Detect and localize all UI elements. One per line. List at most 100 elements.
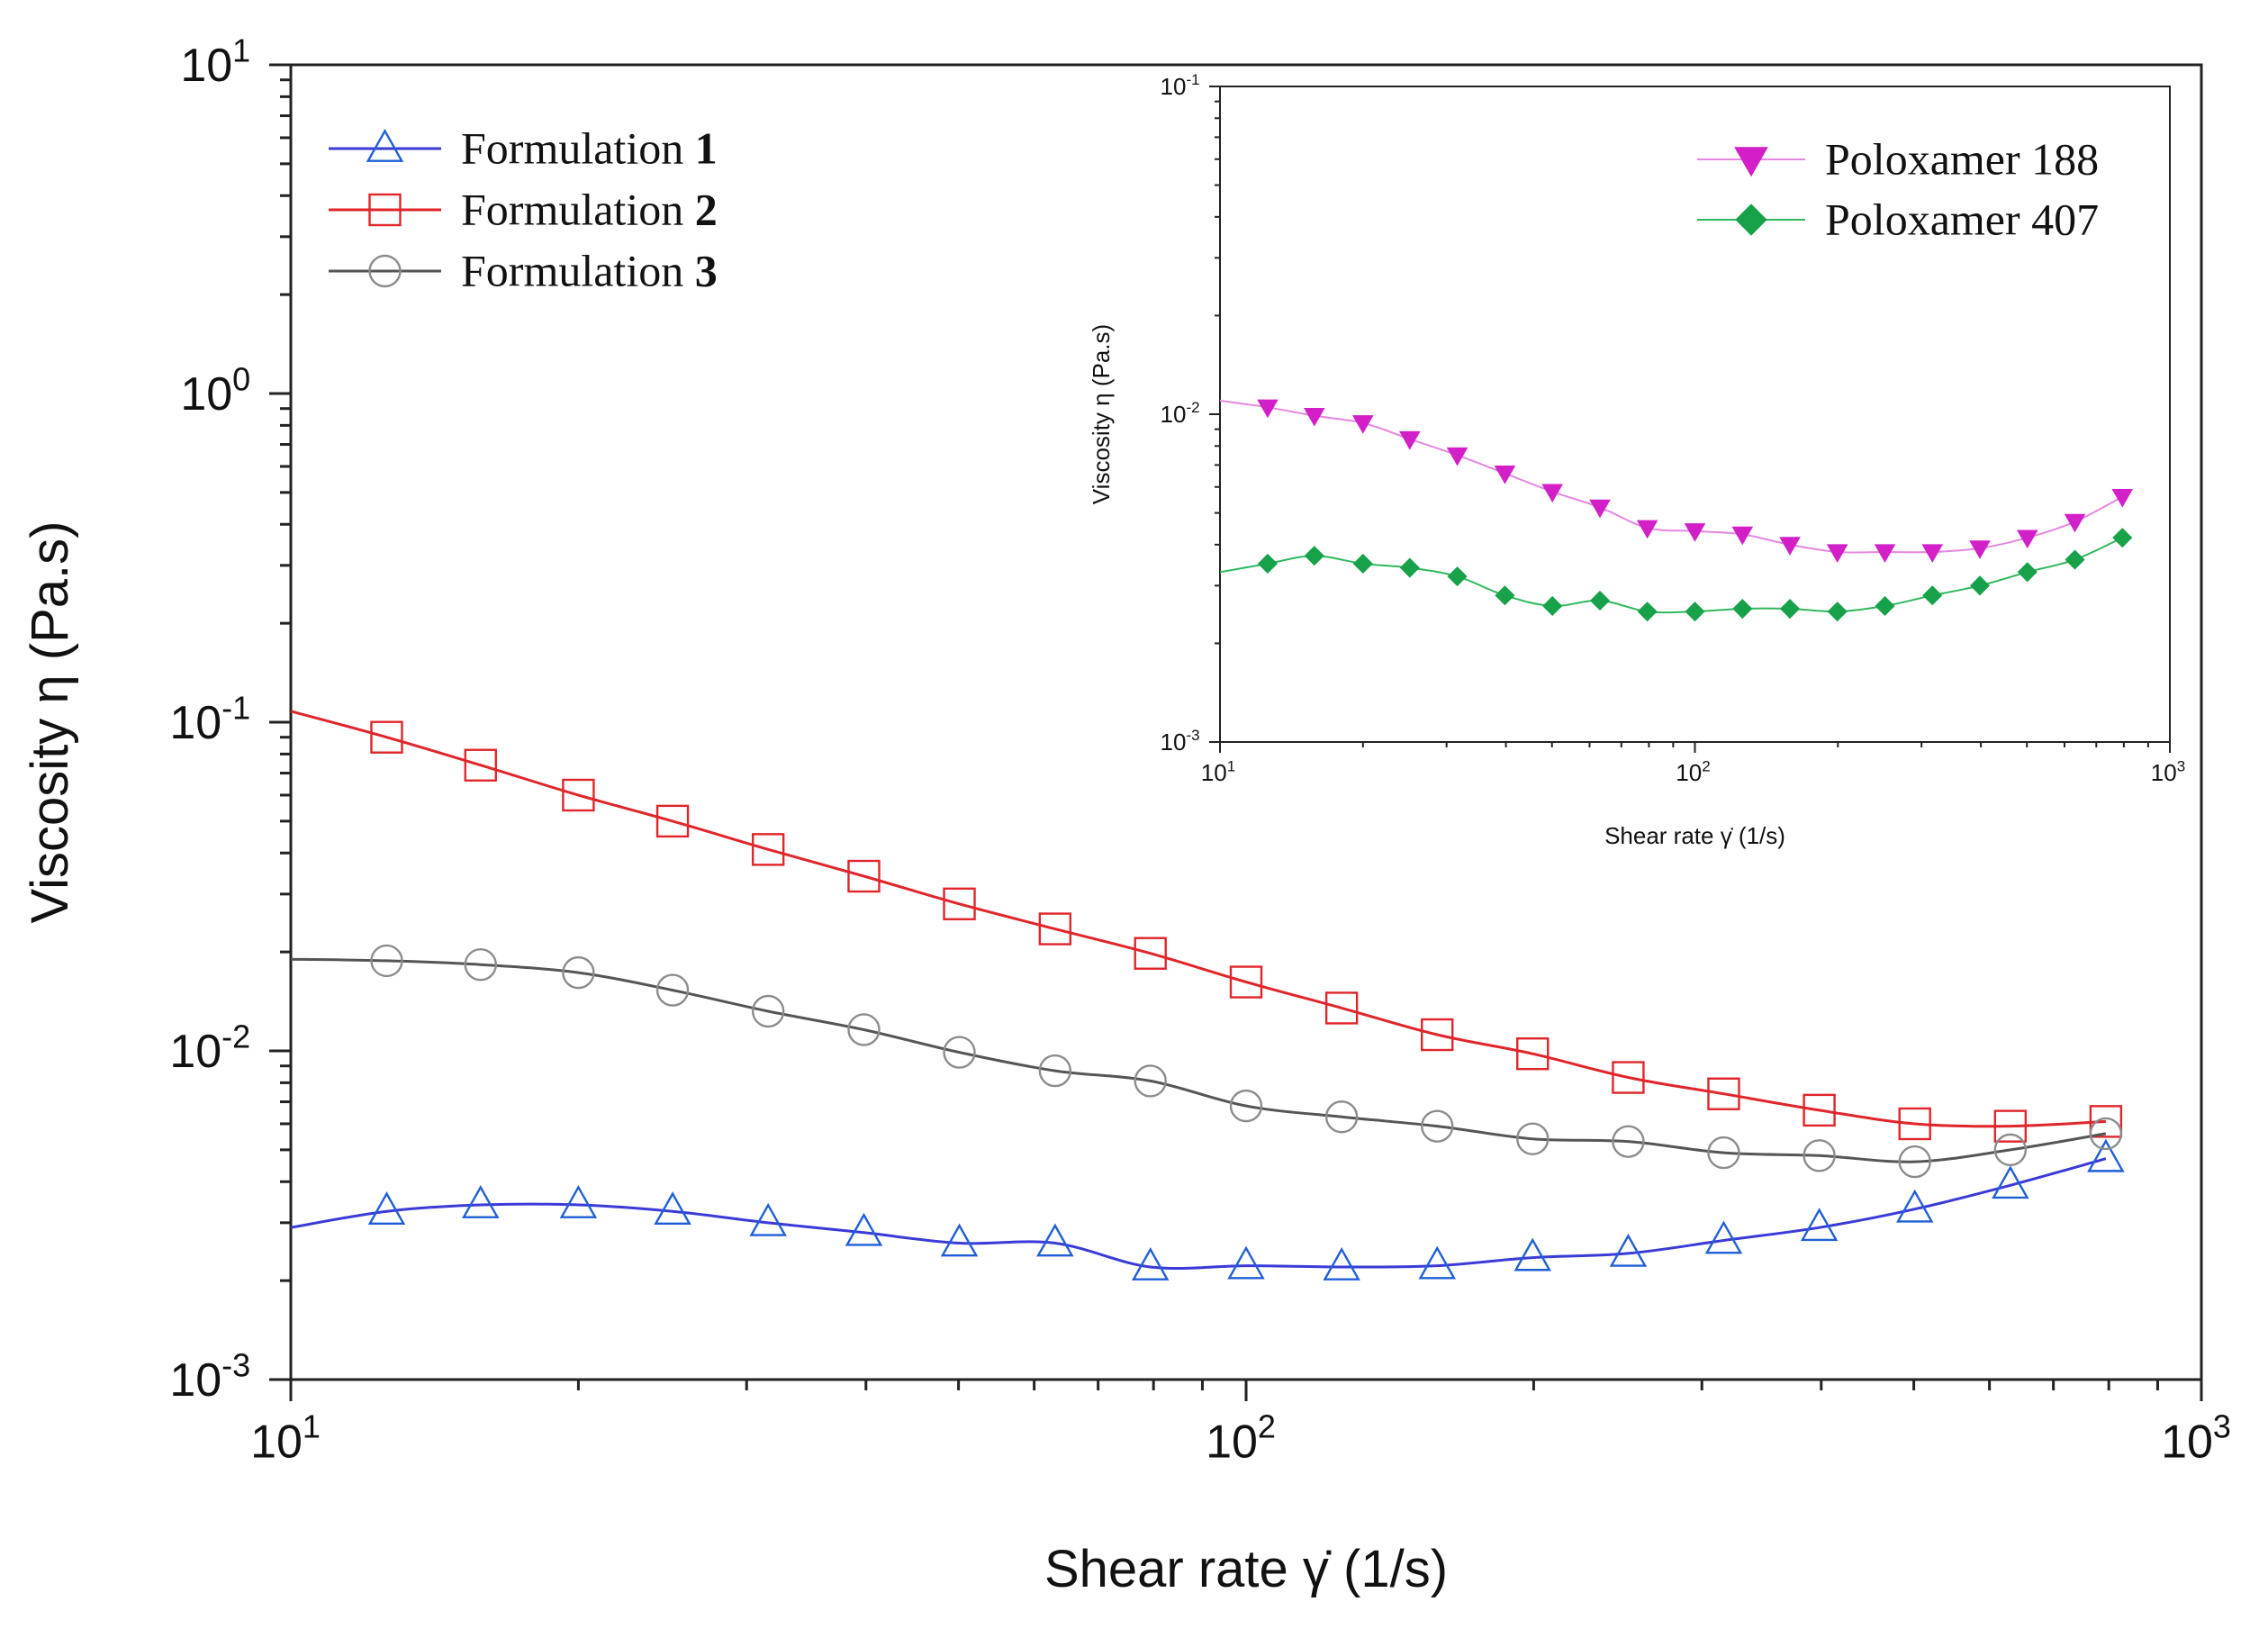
inset-data-point (1922, 585, 1943, 606)
main-legend-marker (368, 254, 402, 288)
main-data-point (1134, 937, 1167, 970)
main-data-point (562, 778, 595, 812)
main-data-point (1421, 1109, 1454, 1143)
main-series-line (290, 957, 2107, 1163)
inset-data-point (1447, 566, 1468, 587)
main-data-point (847, 859, 881, 893)
main-data-point (1323, 1247, 1360, 1281)
main-data-point (940, 1223, 979, 1257)
inset-x-tick-label: 102 (1676, 757, 1710, 786)
main-data-point (1229, 965, 1263, 999)
inset-data-point (1921, 544, 1944, 563)
main-data-point (1704, 1220, 1743, 1254)
main-legend-item: Formulation 2 (329, 185, 718, 235)
inset-data-point (1779, 537, 1801, 556)
main-series-line (290, 710, 2106, 1128)
main-data-point (1803, 1093, 1836, 1127)
main-series-2 (290, 710, 2123, 1143)
chart-inset: 101 102 103 10-3 10-2 10-1 Shear rate γ̇ (1/s)… (1088, 71, 2185, 849)
main-data-point (1227, 1245, 1265, 1280)
main-data-point (654, 1191, 691, 1226)
inset-y-axis-label: Viscosity η (Pa.s) (1088, 324, 1115, 504)
inset-data-point (1827, 602, 1848, 622)
inset-x-tick-label: 103 (2151, 757, 2185, 786)
main-y-axis-label: Viscosity η (Pa.s) (21, 521, 79, 924)
main-data-point (655, 973, 690, 1007)
inset-series-1 (1219, 399, 2134, 563)
main-y-tick-label: 10-2 (169, 1018, 250, 1078)
main-data-point (559, 1185, 598, 1218)
inset-data-point (2111, 489, 2134, 508)
main-data-point (847, 1013, 881, 1046)
main-series-3 (290, 944, 2123, 1179)
main-data-point (1131, 1247, 1170, 1281)
main-data-point (749, 1202, 787, 1236)
main-legend-label: Formulation 2 (461, 185, 718, 235)
inset-y-tick-label: 10-3 (1161, 727, 1200, 756)
inset-data-point (1304, 546, 1324, 566)
main-data-point (1324, 991, 1359, 1025)
inset-data-point (1399, 557, 1420, 578)
main-data-point (2087, 1138, 2125, 1172)
main-data-point (845, 1212, 883, 1246)
main-data-point (1898, 1145, 1931, 1179)
main-y-tick-label: 10-1 (169, 689, 250, 749)
inset-data-point (1636, 520, 1658, 539)
main-data-point (1993, 1109, 2028, 1143)
inset-legend-marker (1734, 147, 1768, 177)
main-data-point (751, 994, 785, 1028)
main-data-point (1898, 1107, 1931, 1141)
main-data-point (1707, 1136, 1740, 1170)
chart-main: 101 102 103 10-3 10-2 10-1 100 101 Shear rate γ̇… (21, 32, 2231, 1598)
main-data-point (1514, 1237, 1551, 1272)
inset-data-point (1589, 499, 1611, 519)
main-data-point (1993, 1133, 2028, 1167)
main-data-point (2089, 1105, 2123, 1138)
main-data-point (943, 1036, 976, 1069)
inset-legend-label: Poloxamer 188 (1825, 134, 2099, 185)
inset-x-axis-label: Shear rate γ̇ (1/s) (1604, 822, 1785, 849)
main-data-point (1134, 1064, 1167, 1098)
main-data-point (1609, 1233, 1648, 1267)
main-series-1 (290, 1138, 2125, 1281)
inset-data-point (1969, 540, 1991, 559)
main-legend-item: Formulation 1 (329, 123, 718, 174)
inset-data-point (1731, 526, 1754, 546)
inset-data-point (1779, 598, 1801, 620)
main-data-point (367, 1191, 406, 1226)
main-data-point (655, 804, 690, 838)
inset-data-point (1257, 553, 1279, 575)
main-data-point (1803, 1139, 1836, 1172)
main-data-point (464, 948, 497, 982)
inset-data-point (1589, 590, 1611, 611)
inset-data-point (1875, 595, 1895, 617)
main-data-point (1324, 1100, 1359, 1134)
inset-data-point (2112, 528, 2133, 548)
inset-data-point (1541, 484, 1563, 503)
main-data-point (1516, 1122, 1550, 1155)
main-legend-label: Formulation 3 (461, 246, 718, 296)
main-data-point (943, 887, 976, 920)
inset-legend-item: Poloxamer 407 (1697, 195, 2099, 245)
inset-series-2 (1219, 528, 2133, 622)
main-data-point (1229, 1089, 1263, 1123)
inset-data-point (1494, 466, 1516, 484)
inset-data-point (1685, 602, 1705, 622)
main-y-tick-label: 101 (180, 32, 250, 92)
inset-data-point (1826, 544, 1848, 563)
inset-data-point (1446, 447, 1468, 466)
inset-data-point (1352, 415, 1374, 434)
main-data-point (370, 720, 403, 754)
main-legend-marker (368, 193, 402, 227)
inset-data-point (1495, 585, 1515, 606)
inset-y-tick-label: 10-1 (1161, 71, 1200, 100)
main-data-point (1036, 1223, 1074, 1257)
inset-legend-marker (1735, 204, 1767, 236)
inset-data-point (1303, 407, 1325, 427)
inset-data-point (1874, 544, 1896, 563)
main-x-axis-label: Shear rate γ̇ (1/s) (1044, 1540, 1448, 1598)
main-data-point (1707, 1077, 1740, 1110)
main-data-point (464, 748, 497, 782)
main-data-point (751, 833, 785, 866)
